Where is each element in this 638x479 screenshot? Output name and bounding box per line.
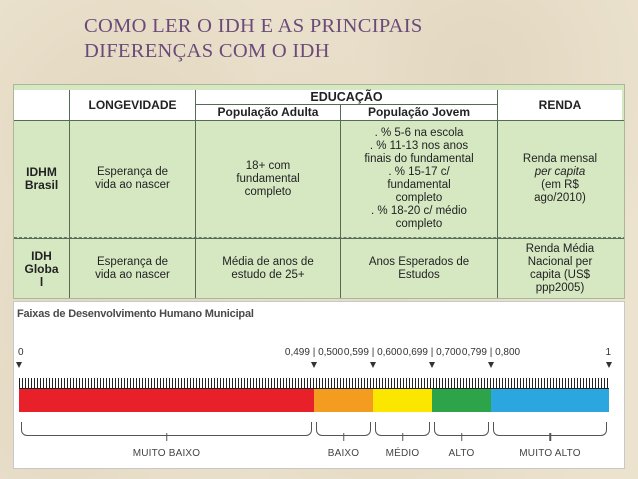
band-brace-tick: [342, 433, 345, 441]
idhm-renda-cell: Renda mensal per capita (em R$ ago/2010): [498, 121, 622, 237]
idh-renda-line4: ppp2005): [535, 282, 585, 294]
scale-tick-label: 1: [605, 347, 611, 358]
idh-adulta-line2: estudo de 25+: [231, 269, 305, 281]
band-label: ALTO: [448, 448, 475, 459]
row-label-idh-line3: l: [39, 274, 44, 289]
idh-jovem-cell: Anos Esperados de Estudos: [341, 239, 497, 298]
slide-title-line2: DIFERENÇAS COM O IDH: [84, 40, 330, 62]
header-longevidade: LONGEVIDADE: [70, 90, 195, 120]
faixas-panel: Faixas de Desenvolvimento Humano Municip…: [13, 301, 625, 469]
scale-tick-label: 0,499 | 0,500: [284, 347, 344, 358]
scale-tick-marker: [16, 362, 22, 368]
idh-renda-line2: Nacional per: [528, 256, 593, 269]
band-label: MUITO BAIXO: [132, 448, 201, 459]
idhm-adulta-line3: completo: [244, 185, 292, 198]
idhm-jovem-line: finais do fundamental: [364, 153, 474, 165]
header-populacao-adulta-label: População Adulta: [217, 104, 319, 119]
idhm-longevidade-cell: Esperança de vida ao nascer: [70, 121, 195, 237]
header-populacao-adulta: População Adulta: [196, 104, 340, 120]
band-label: BAIXO: [327, 448, 360, 459]
header-educacao: EDUCAÇÃO: [196, 90, 497, 104]
scale-tick-label: 0,799 | 0,800: [461, 347, 521, 358]
idh-renda-line1: Renda Média: [525, 243, 595, 255]
scale-tick-marker: [311, 362, 317, 368]
idh-longevidade-line2: vida ao nascer: [95, 269, 170, 281]
scale-tick-marker: [606, 362, 612, 368]
row-label-idhm-line1: IDHM: [26, 165, 57, 179]
idhm-jovem-cell: . % 5-6 na escola . % 11-13 nos anos fin…: [341, 121, 497, 237]
header-longevidade-label: LONGEVIDADE: [88, 97, 177, 112]
idhm-jovem-line: fundamental: [387, 179, 451, 191]
row-label-idh-line1: IDH: [31, 248, 52, 263]
idhm-jovem-line: . % 5-6 na escola: [374, 127, 464, 139]
idhm-renda-line2: per capita: [534, 166, 586, 178]
row-label-idhm-line2: Brasil: [24, 178, 59, 192]
idh-adulta-cell: Média de anos de estudo de 25+: [196, 239, 340, 298]
idhm-jovem-line: . % 18-20 c/ médio: [371, 205, 467, 217]
band-brace-tick: [549, 433, 551, 441]
idh-jovem-line2: Estudos: [398, 269, 440, 281]
grid-line: [14, 238, 624, 239]
scale-tick-marker: [429, 362, 435, 368]
row-label-idhm: IDHM Brasil: [14, 121, 69, 237]
idhm-adulta-cell: 18+ com fundamental completo: [196, 121, 340, 237]
idhm-adulta-line2: fundamental: [236, 172, 300, 185]
band-brace-tick: [460, 433, 463, 441]
idhm-jovem-line: completo: [395, 192, 443, 204]
idhm-renda-line1: Renda mensal: [522, 153, 598, 165]
band-bar: [432, 389, 491, 412]
scale-tick-label: 0: [18, 347, 24, 358]
band-brace-tick: [165, 433, 168, 441]
idhm-jovem-line: . % 11-13 nos anos: [369, 140, 469, 152]
header-populacao-jovem-label: População Jovem: [367, 104, 471, 119]
header-renda-label: RENDA: [538, 97, 582, 112]
band-bar: [491, 389, 609, 412]
idh-renda-line2-text: Nacional per: [527, 256, 593, 268]
band-bar: [19, 389, 314, 412]
grid-line: [195, 90, 196, 298]
slide-title: COMO LER O IDH E AS PRINCIPAIS DIFERENÇA…: [84, 14, 604, 64]
grid-line: [69, 90, 70, 298]
grid-line: [497, 90, 498, 298]
band-label: MUITO ALTO: [519, 448, 581, 459]
idh-renda-cell: Renda Média Nacional per capita (US$ ppp…: [498, 239, 622, 298]
row-label-idh-global: IDH Globa l: [14, 239, 69, 298]
row-separator-dashed: [14, 237, 624, 238]
scale-tick-label: 0,599 | 0,600: [343, 347, 403, 358]
grid-line: [14, 120, 624, 121]
idhm-jovem-line: completo: [395, 218, 443, 230]
band-label: MÉDIO: [385, 448, 420, 459]
idh-longevidade-cell: Esperança de vida ao nascer: [70, 239, 195, 298]
header-populacao-jovem: População Jovem: [341, 104, 497, 120]
faixas-title: Faixas de Desenvolvimento Humano Municip…: [17, 308, 254, 320]
idhm-adulta-line1: 18+ com: [245, 159, 291, 172]
slide-title-line1: COMO LER O IDH E AS PRINCIPAIS: [84, 15, 423, 37]
idhm-longevidade-line2: vida ao nascer: [95, 179, 170, 191]
grid-line: [196, 104, 497, 105]
scale-tick-label: 0,699 | 0,700: [402, 347, 462, 358]
idhm-renda-line3: (em R$: [541, 179, 579, 191]
scale-tick-marker: [370, 362, 376, 368]
grid-line: [340, 104, 341, 298]
idh-adulta-line1: Média de anos de: [222, 256, 314, 268]
header-corner: [14, 90, 69, 120]
header-educacao-label: EDUCAÇÃO: [310, 89, 383, 104]
scale-baseline: [19, 388, 609, 389]
row-label-idh-line2: Globa: [24, 261, 59, 276]
idh-longevidade-line1: Esperança de: [97, 256, 168, 268]
band-bar: [373, 389, 432, 412]
idhm-jovem-line: . % 15-17 c/: [388, 166, 450, 178]
idh-jovem-line1: Anos Esperados de: [368, 256, 470, 268]
scale-ruler: [19, 378, 609, 389]
idh-renda-line3: capita (US$: [529, 269, 591, 281]
band-brace-tick: [401, 433, 404, 441]
idhm-renda-line4: ago/2010): [534, 192, 586, 204]
header-renda: RENDA: [498, 90, 622, 120]
scale-tick-marker: [488, 362, 494, 368]
idh-comparison-table: LONGEVIDADE EDUCAÇÃO População Adulta Po…: [13, 84, 625, 299]
band-bar: [314, 389, 373, 412]
idhm-longevidade-line1: Esperança de: [97, 166, 168, 178]
